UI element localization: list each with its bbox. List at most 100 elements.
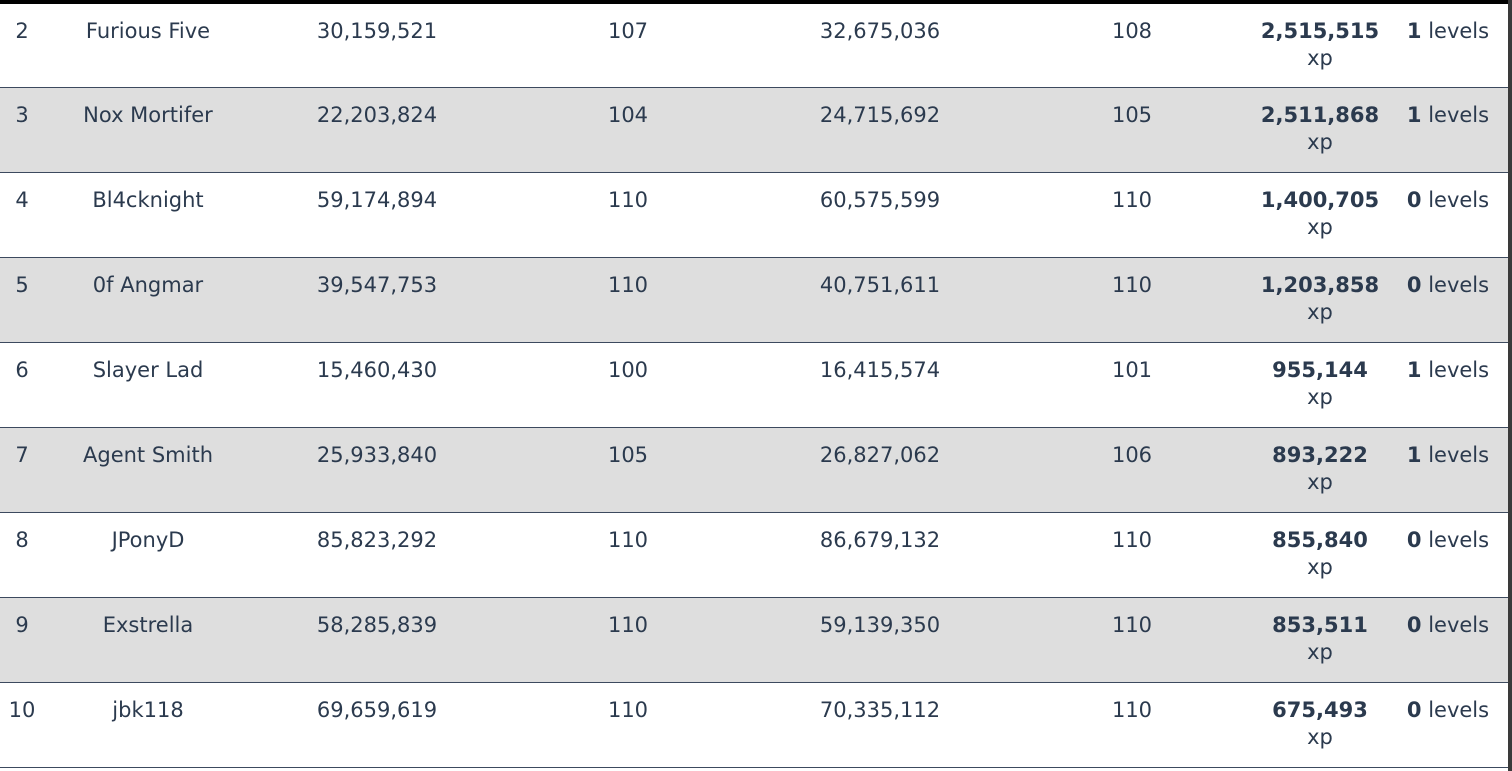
levels-gained-cell: 0 levels [1398,697,1498,724]
rank-cell: 6 [15,358,29,382]
levels-gained-value: 1 [1406,19,1422,43]
start-xp-cell: 25,933,840 [316,443,438,467]
levels-gained-value: 1 [1406,103,1422,127]
table-row: 5 0f Angmar 39,547,753 110 40,751,611 11… [0,258,1508,343]
table-row: 6 Slayer Lad 15,460,430 100 16,415,574 1… [0,343,1508,428]
player-name-cell: jbk118 [112,698,184,722]
levels-gained-cell: 0 levels [1398,272,1498,299]
xp-gained-value: 955,144 [1272,358,1368,382]
xp-gained-cell: 1,400,705 xp [1255,187,1385,241]
levels-unit: levels [1428,613,1490,637]
player-name-cell: Furious Five [85,19,211,43]
xp-unit: xp [1307,725,1333,749]
levels-gained-value: 1 [1406,443,1422,467]
levels-gained-cell: 0 levels [1398,187,1498,214]
end-xp-cell: 40,751,611 [819,273,941,297]
end-xp-cell: 16,415,574 [819,358,941,382]
xp-gained-cell: 955,144 xp [1255,357,1385,411]
start-xp-cell: 85,823,292 [316,528,438,552]
start-level-cell: 110 [607,528,649,552]
start-level-cell: 110 [607,188,649,212]
player-name-cell: Bl4cknight [92,188,204,212]
xp-gained-cell: 893,222 xp [1255,442,1385,496]
levels-gained-cell: 1 levels [1398,18,1498,45]
levels-gained-value: 0 [1406,698,1422,722]
rank-cell: 3 [15,103,29,127]
xp-gained-cell: 675,493 xp [1255,697,1385,751]
xp-gained-value: 675,493 [1272,698,1368,722]
xp-gained-value: 1,203,858 [1260,273,1380,297]
start-level-cell: 107 [607,19,649,43]
levels-unit: levels [1428,358,1490,382]
start-xp-cell: 22,203,824 [316,103,438,127]
end-level-cell: 106 [1111,443,1153,467]
xp-gained-value: 2,511,868 [1260,103,1380,127]
xp-unit: xp [1307,215,1333,239]
xp-unit: xp [1307,130,1333,154]
levels-gained-cell: 1 levels [1398,357,1498,384]
xp-gained-value: 855,840 [1272,528,1368,552]
start-level-cell: 110 [607,613,649,637]
start-xp-cell: 59,174,894 [316,188,438,212]
levels-unit: levels [1428,528,1490,552]
levels-gained-value: 0 [1406,188,1422,212]
levels-gained-cell: 1 levels [1398,442,1498,469]
player-name-cell: Nox Mortifer [83,103,213,127]
player-name-cell: JPonyD [111,528,185,552]
table-row: 3 Nox Mortifer 22,203,824 104 24,715,692… [0,88,1508,173]
levels-unit: levels [1428,443,1490,467]
end-xp-cell: 70,335,112 [819,698,941,722]
xp-unit: xp [1307,470,1333,494]
end-xp-cell: 86,679,132 [819,528,941,552]
top-border [0,0,1512,4]
xp-unit: xp [1307,46,1333,70]
levels-unit: levels [1428,103,1490,127]
levels-gained-value: 0 [1406,528,1422,552]
xp-gained-cell: 855,840 xp [1255,527,1385,581]
xp-gained-cell: 1,203,858 xp [1255,272,1385,326]
end-xp-cell: 26,827,062 [819,443,941,467]
levels-gained-cell: 1 levels [1398,102,1498,129]
player-name-cell: Slayer Lad [92,358,204,382]
end-xp-cell: 32,675,036 [819,19,941,43]
xp-gained-value: 853,511 [1272,613,1368,637]
table-row: 4 Bl4cknight 59,174,894 110 60,575,599 1… [0,173,1508,258]
start-xp-cell: 30,159,521 [316,19,438,43]
rank-cell: 10 [8,698,36,722]
table-row: 10 jbk118 69,659,619 110 70,335,112 110 … [0,683,1508,768]
table-row: 9 Exstrella 58,285,839 110 59,139,350 11… [0,598,1508,683]
levels-unit: levels [1428,698,1490,722]
start-level-cell: 110 [607,273,649,297]
table-row: 7 Agent Smith 25,933,840 105 26,827,062 … [0,428,1508,513]
end-level-cell: 110 [1111,188,1153,212]
xp-gained-value: 1,400,705 [1260,188,1380,212]
player-name-cell: 0f Angmar [92,273,204,297]
end-level-cell: 110 [1111,273,1153,297]
end-xp-cell: 24,715,692 [819,103,941,127]
start-level-cell: 110 [607,698,649,722]
scrollbar[interactable] [1508,0,1512,771]
end-level-cell: 110 [1111,698,1153,722]
xp-gained-value: 893,222 [1272,443,1368,467]
levels-gained-cell: 0 levels [1398,612,1498,639]
rank-cell: 4 [15,188,29,212]
rank-cell: 5 [15,273,29,297]
xp-gained-cell: 2,511,868 xp [1255,102,1385,156]
start-level-cell: 105 [607,443,649,467]
player-name-cell: Agent Smith [83,443,213,467]
levels-unit: levels [1428,19,1490,43]
levels-gained-cell: 0 levels [1398,527,1498,554]
player-name-cell: Exstrella [102,613,194,637]
table-row: 8 JPonyD 85,823,292 110 86,679,132 110 8… [0,513,1508,598]
rank-cell: 8 [15,528,29,552]
end-xp-cell: 60,575,599 [819,188,941,212]
rank-cell: 9 [15,613,29,637]
levels-unit: levels [1428,273,1490,297]
start-level-cell: 104 [607,103,649,127]
xp-unit: xp [1307,300,1333,324]
levels-unit: levels [1428,188,1490,212]
end-xp-cell: 59,139,350 [819,613,941,637]
start-xp-cell: 58,285,839 [316,613,438,637]
table-row: 2 Furious Five 30,159,521 107 32,675,036… [0,4,1508,88]
rank-cell: 7 [15,443,29,467]
